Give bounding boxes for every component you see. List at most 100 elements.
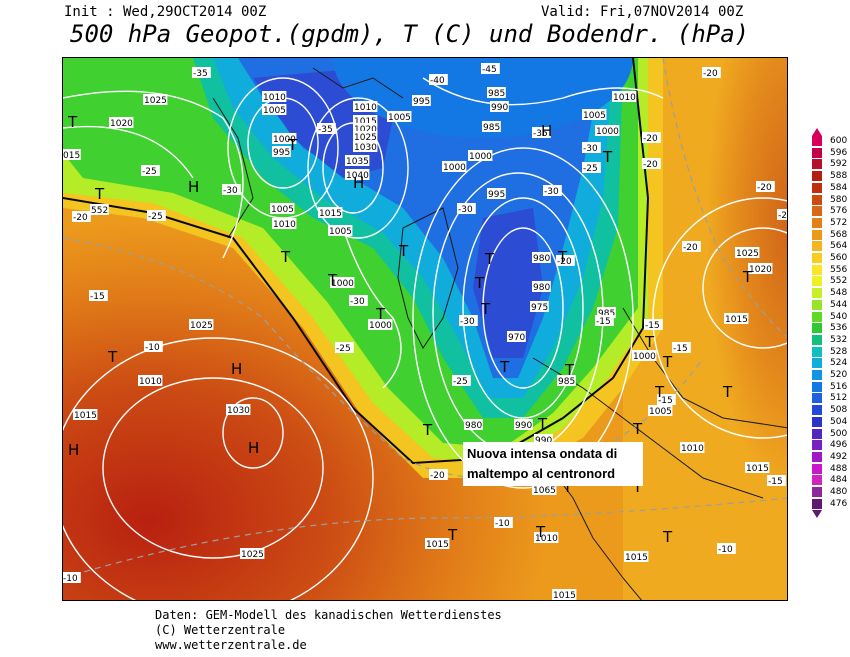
scale-label: 592 [830,159,848,170]
isobar-label: 1025 [241,550,264,560]
scale-label: 492 [830,451,848,462]
isobar-label: 1005 [329,227,352,237]
scale-swatch [812,159,822,170]
isobar-label: 985 [598,309,615,319]
isobar-label-bg [345,169,370,180]
scale-label: 536 [830,323,848,334]
low-pressure-center: T [94,185,105,203]
isotherm-label: -20 [757,183,772,193]
isobar-label-bg [680,442,705,453]
isobar-label: 980 [533,254,550,264]
isobar-label: 975 [531,303,548,313]
scale-label: 588 [830,171,848,182]
isobar-label: 1010 [273,220,296,230]
scale-swatch [812,288,822,299]
isotherm-label: -25 [583,164,598,174]
isobar-label-bg [272,218,297,229]
isotherm-label: -10 [718,545,733,555]
scale-label: 552 [830,276,848,287]
isobar-label-bg [270,203,295,214]
low-pressure-center: T [654,383,665,401]
isobar-label: 1005 [271,205,294,215]
low-pressure-center: T [484,250,495,268]
isobar-label: 1000 [469,152,492,162]
isotherm-label: -20 [643,160,658,170]
isobar-label: 990 [491,103,508,113]
low-pressure-center: T [662,353,673,371]
isobar-label: 1015 [354,117,377,127]
isotherm-label: -30 [460,317,475,327]
scale-swatch [812,171,822,182]
annotation-line-1: Nuova intensa ondata di [467,446,618,461]
isobar-label: 1030 [354,143,377,153]
high-pressure-center: H [68,441,79,459]
isobar-label-bg [612,91,637,102]
scale-swatch [812,487,822,497]
isobar-label: 1015 [625,553,648,563]
isobar-label-bg [143,94,168,105]
isobar-label-bg [353,123,378,134]
isotherm-label-bg [89,290,108,301]
isotherm-label: -20 [557,257,572,267]
isobar-label-bg [63,149,81,160]
isobar-label-bg [353,115,378,126]
isotherm-label-bg [532,127,551,138]
isobar-label: 1005 [388,113,411,123]
isobar-label-bg [387,111,412,122]
scale-label: 596 [830,147,848,158]
annotation-line-2: maltempo al centronord [467,466,616,481]
isobar-label-bg [514,419,533,430]
isotherm-label: -35 [193,69,208,79]
low-pressure-center: T [562,478,573,496]
isotherm-label: -20 [73,213,88,223]
isobar-label-bg [482,121,501,132]
map-title: 500 hPa Geopot.(gpdm), T (C) und Bodendr… [70,20,750,48]
isobar-label-bg [532,252,551,263]
isotherm-label-bg [543,185,562,196]
isobar-label: 1000 [331,279,354,289]
high-pressure-center: H [188,178,199,196]
low-pressure-center: T [535,523,546,541]
isobar-label-bg [724,313,749,324]
isotherm-label-bg [144,341,163,352]
low-pressure-center: T [662,528,673,546]
scale-swatch [812,241,822,252]
isotherm-label-bg [349,295,368,306]
isotherm-label: -15 [768,477,783,487]
isotherm-label-bg [702,67,721,78]
isobar-label-bg [328,225,353,236]
isobar-label-bg [318,207,343,218]
isotherm-label-bg [595,315,614,326]
isobar-label-bg [353,131,378,142]
isotherm-label: -20 [778,211,788,221]
isobar-label: 1005 [583,111,606,121]
isotherm-label-bg [63,572,81,583]
isotherm-label-bg [644,319,663,330]
isobar-label-bg [557,375,576,386]
scale-label: 584 [830,182,848,193]
isotherm-label: -25 [148,212,163,222]
isotherm-label-bg [777,209,787,220]
isotherm-label: -20 [643,134,658,144]
isobar-label-bg [262,91,287,102]
scale-label: 516 [830,381,848,392]
isobar-label: 990 [535,436,552,446]
isotherm-label: -15 [658,396,673,406]
isobar-label: 985 [488,89,505,99]
scale-label: 600 [830,136,848,146]
isotherm-label-bg [767,475,786,486]
isobar-label: 1000 [273,135,296,145]
isotherm-label-bg [642,132,661,143]
isobar-label: 1010 [354,103,377,113]
low-pressure-center: T [398,242,409,260]
isotherm-label: -15 [596,317,611,327]
scale-swatch [812,475,822,486]
isobar-label-bg [745,462,770,473]
isobar-label-bg [748,263,773,274]
isotherm-label: 552 [91,206,108,216]
isobar-label: 980 [465,421,482,431]
scale-label: 500 [830,428,848,439]
isobar-label: 985 [558,377,575,387]
init-time: Init : Wed,29OCT2014 00Z [64,4,267,20]
isobar-label: 1030 [227,406,250,416]
